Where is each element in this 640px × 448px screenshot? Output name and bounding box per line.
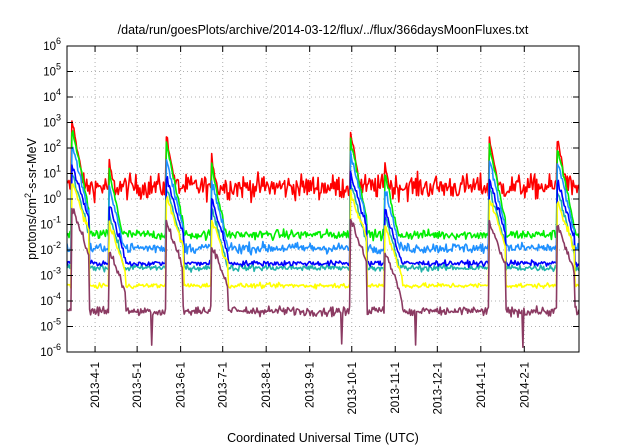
y-tick-base: 10 bbox=[40, 271, 53, 283]
y-tick-base: 10 bbox=[43, 118, 56, 130]
y-tick-label: 10-2 bbox=[40, 240, 61, 257]
y-tick-base: 10 bbox=[40, 347, 53, 359]
y-tick-label: 10-1 bbox=[40, 215, 61, 232]
x-axis-label: Coordinated Universal Time (UTC) bbox=[227, 431, 419, 445]
series-line bbox=[67, 130, 579, 242]
series-line bbox=[67, 183, 579, 290]
y-tick-exp: 5 bbox=[56, 62, 61, 72]
y-tick-base: 10 bbox=[40, 245, 53, 257]
x-tick-label: 2013-8-1 bbox=[261, 362, 273, 408]
y-tick-base: 10 bbox=[43, 67, 56, 79]
x-tick-label: 2013-4-1 bbox=[90, 362, 102, 408]
y-tick-base: 10 bbox=[43, 194, 56, 206]
y-tick-label: 102 bbox=[43, 138, 61, 155]
series-line bbox=[67, 146, 579, 256]
y-tick-exp: 1 bbox=[56, 164, 61, 174]
y-label-main: protons/cm bbox=[25, 198, 39, 260]
y-tick-label: 100 bbox=[43, 189, 61, 206]
x-tick-label: 2014-1-1 bbox=[476, 362, 488, 408]
x-tick-label: 2013-6-1 bbox=[176, 362, 188, 408]
y-tick-label: 105 bbox=[43, 62, 61, 79]
y-tick-exp: -6 bbox=[53, 342, 61, 352]
series-line bbox=[67, 164, 579, 269]
y-tick-base: 10 bbox=[40, 220, 53, 232]
chart-title: /data/run/goesPlots/archive/2014-03-12/f… bbox=[118, 23, 529, 37]
y-tick-exp: -4 bbox=[53, 291, 61, 301]
x-tick-label: 2014-2-1 bbox=[519, 362, 531, 408]
y-tick-base: 10 bbox=[43, 92, 56, 104]
y-tick-exp: -1 bbox=[53, 215, 61, 225]
y-tick-base: 10 bbox=[43, 41, 56, 53]
y-tick-exp: 6 bbox=[56, 36, 61, 46]
x-tick-label: 2013-12-1 bbox=[432, 362, 444, 414]
y-tick-label: 10-6 bbox=[40, 342, 61, 359]
y-tick-exp: 0 bbox=[56, 189, 61, 199]
y-tick-label: 10-3 bbox=[40, 266, 61, 283]
y-tick-label: 101 bbox=[43, 164, 61, 181]
x-tick-label: 2013-5-1 bbox=[132, 362, 144, 408]
y-axis-label: protons/cm2-s-sr-MeV bbox=[23, 137, 39, 259]
y-tick-base: 10 bbox=[43, 143, 56, 155]
y-tick-base: 10 bbox=[40, 322, 53, 334]
y-tick-base: 10 bbox=[40, 296, 53, 308]
plot-area bbox=[67, 120, 579, 348]
x-tick-labels: 2013-4-1 2013-5-1 2013-6-1 2013-7-1 2013-8-1… bbox=[90, 362, 531, 414]
y-tick-exp: 2 bbox=[56, 138, 61, 148]
y-tick-label: 10-5 bbox=[40, 317, 61, 334]
y-tick-exp: -3 bbox=[53, 266, 61, 276]
y-label-rest: -s-sr-MeV bbox=[25, 137, 39, 193]
series-line bbox=[67, 207, 579, 348]
y-tick-labels: 10-610-510-410-310-210-11001011021031041… bbox=[40, 36, 61, 359]
y-tick-label: 106 bbox=[43, 36, 61, 53]
y-tick-label: 104 bbox=[43, 87, 61, 104]
axis-ticks bbox=[67, 45, 579, 353]
series-line bbox=[67, 173, 579, 273]
y-tick-exp: -2 bbox=[53, 240, 61, 250]
y-label-sup: 2 bbox=[23, 193, 33, 198]
x-tick-label: 2013-10-1 bbox=[347, 362, 359, 414]
x-tick-label: 2013-11-1 bbox=[390, 362, 402, 414]
y-tick-label: 10-4 bbox=[40, 291, 61, 308]
y-tick-exp: 4 bbox=[56, 87, 61, 97]
y-tick-exp: 3 bbox=[56, 113, 61, 123]
y-tick-exp: -5 bbox=[53, 317, 61, 327]
series-line bbox=[67, 120, 579, 204]
grid-lines bbox=[67, 46, 579, 352]
x-tick-label: 2013-7-1 bbox=[218, 362, 230, 408]
y-tick-base: 10 bbox=[43, 169, 56, 181]
y-tick-label: 103 bbox=[43, 113, 61, 130]
x-tick-label: 2013-9-1 bbox=[305, 362, 317, 408]
